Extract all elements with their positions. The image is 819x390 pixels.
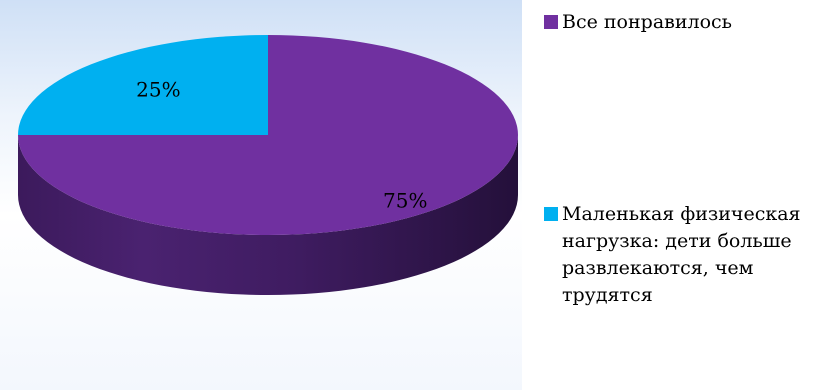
legend-item-0: Все понравилось: [544, 9, 814, 36]
pie-data-labels-group: 75% 25%: [136, 78, 427, 213]
pie-slice-1: [18, 35, 268, 135]
pie-depth-group: [18, 135, 518, 295]
legend-label-1: Маленькая физическая нагрузка: дети боль…: [562, 203, 801, 306]
chart-legend: Все понравилось Маленькая физическая наг…: [522, 0, 819, 390]
chart-plot-area: 75% 25%: [0, 0, 522, 390]
pie-chart: 75% 25%: [18, 35, 518, 295]
legend-swatch-1: [544, 207, 558, 221]
pie-slices-group: [18, 35, 518, 235]
pie-side-wall: [18, 135, 518, 295]
legend-swatch-0: [544, 15, 558, 29]
legend-label-0: Все понравилось: [562, 11, 732, 33]
pie-data-label-0: 75%: [383, 188, 427, 212]
pie-data-label-1: 25%: [136, 78, 180, 102]
legend-item-1: Маленькая физическая нагрузка: дети боль…: [544, 201, 814, 309]
